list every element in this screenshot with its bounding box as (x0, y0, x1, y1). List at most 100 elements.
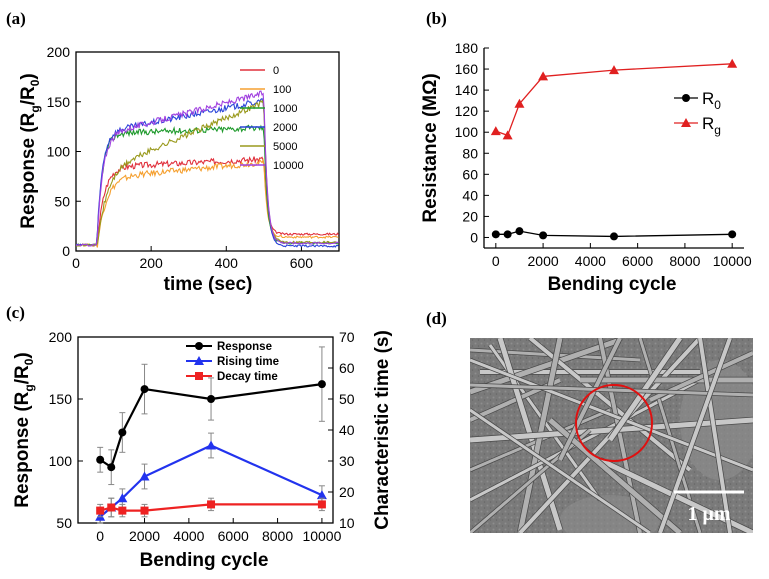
chart-a-x-tick-label: 600 (290, 255, 314, 271)
chart-a-legend-label: 5000 (273, 141, 297, 153)
sem-nanorod (658, 338, 732, 533)
chart-a-series-line-100 (76, 157, 339, 248)
chart-b-legend-label: Rg (702, 114, 721, 137)
chart-c-x-axis-title: Bending cycle (140, 550, 269, 571)
chart-b-x-tick-label: 0 (492, 253, 500, 269)
chart-a-frame (75, 51, 340, 252)
sem-nanorod (470, 428, 591, 533)
chart-b-point-R0 (491, 230, 500, 239)
chart-b-point-R0 (503, 230, 512, 239)
chart-c-y2-tick-label: 30 (339, 453, 355, 469)
chart-c-legend-marker (195, 372, 203, 380)
highlight-circle (575, 384, 653, 462)
chart-c-y2-tick-label: 70 (339, 329, 355, 345)
scale-bar-label: 1 μm (688, 503, 731, 525)
chart-b-point-Rg (538, 71, 549, 81)
chart-c-legend-marker (194, 356, 204, 365)
chart-c-x-tick-label: 0 (96, 528, 104, 544)
chart-b-x-tick-label: 2000 (528, 253, 559, 269)
chart-b-y-tick-label: 80 (462, 145, 478, 161)
chart-b-legend-label: R0 (702, 89, 721, 112)
chart-b-point-Rg (514, 98, 525, 108)
chart-c-point-rising-time (206, 440, 217, 450)
chart-b-point-R0 (539, 231, 548, 240)
chart-a-y-tick-label: 50 (54, 193, 70, 209)
chart-a-x-tick-label: 0 (72, 255, 80, 271)
chart-c-point-decay-time (140, 506, 149, 515)
chart-b-legend-marker (682, 94, 690, 102)
chart-c-point-rising-time (117, 493, 128, 503)
chart-b-y-tick-label: 20 (462, 208, 478, 224)
chart-b-y-tick-label: 100 (455, 124, 479, 140)
chart-c-point-response (96, 455, 105, 464)
chart-a-y-tick-label: 150 (47, 94, 71, 110)
chart-a-legend-label: 0 (273, 65, 279, 77)
chart-c-point-decay-time (317, 500, 326, 509)
chart-b-point-R0 (728, 230, 737, 239)
chart-c-y-tick-label: 150 (49, 391, 73, 407)
chart-b-y-tick-label: 180 (455, 40, 479, 56)
chart-b-point-Rg (490, 126, 501, 136)
chart-c-x-tick-label: 10000 (302, 528, 341, 544)
chart-c: 0 2000 4000 6000 8000 10000 50 100 150 200 10 20 30 4… (12, 329, 393, 571)
chart-a-legend-label: 1000 (273, 103, 297, 115)
sem-nanorod (558, 338, 622, 461)
panel-label-d: (d) (426, 309, 447, 328)
chart-c-point-response (207, 395, 216, 403)
chart-c-legend-label: Response (217, 341, 272, 353)
chart-b-y-tick-label: 160 (455, 61, 479, 77)
chart-a-legend-label: 100 (273, 84, 291, 96)
chart-b-y-tick-label: 40 (462, 187, 478, 203)
chart-a-y-tick-label: 0 (62, 243, 70, 259)
chart-a-series-line-10000 (76, 90, 339, 247)
panel-label-c: (c) (6, 303, 25, 322)
chart-c-legend-marker (195, 342, 203, 350)
chart-b-legend-marker (681, 118, 691, 127)
sem-nanorod (470, 358, 753, 472)
panel-label-a: (a) (6, 9, 26, 28)
chart-b-y-tick-label: 0 (470, 229, 478, 245)
chart-a-x-tick-label: 400 (215, 255, 239, 271)
chart-b-point-Rg (502, 130, 513, 140)
chart-b-x-tick-label: 8000 (669, 253, 700, 269)
chart-c-point-decay-time (96, 506, 105, 515)
sem-image: 1 μm (470, 338, 753, 533)
chart-c-y2-tick-label: 20 (339, 484, 355, 500)
sem-nanorod (470, 408, 651, 533)
chart-b-x-axis-title: Bending cycle (548, 274, 677, 295)
chart-c-point-rising-time (316, 490, 327, 500)
chart-a-x-tick-label: 200 (139, 255, 163, 271)
chart-a-legend-label: 10000 (273, 160, 304, 172)
chart-c-point-response (317, 380, 326, 389)
chart-b-y-tick-label: 60 (462, 166, 478, 182)
chart-b-point-Rg (727, 58, 738, 68)
chart-c-x-tick-label: 6000 (218, 528, 249, 544)
chart-c-point-decay-time (207, 500, 216, 509)
chart-a: 0 200 400 600 0 50 100 150 200 0 100 1000 2000 5000 1… (18, 44, 340, 295)
chart-c-point-decay-time (107, 503, 116, 512)
chart-b-series-line-Rg (495, 63, 733, 137)
chart-c-y-tick-label: 50 (56, 515, 72, 531)
chart-c-y2-axis-title: Characteristic time (s) (372, 330, 393, 530)
sem-nanorod (470, 378, 701, 502)
chart-c-point-decay-time (118, 506, 127, 515)
chart-b-point-R0 (515, 227, 524, 236)
chart-b-y-tick-label: 140 (455, 82, 479, 98)
chart-c-y2-tick-label: 50 (339, 391, 355, 407)
chart-c-x-tick-label: 4000 (173, 528, 204, 544)
chart-c-legend-label: Rising time (217, 356, 279, 368)
chart-c-point-response (107, 463, 116, 472)
chart-c-y2-tick-label: 60 (339, 360, 355, 376)
chart-a-y-axis-title: Response (Rg/R0) (18, 73, 42, 229)
chart-c-y2-tick-label: 10 (339, 515, 355, 531)
chart-b-x-tick-label: 10000 (713, 253, 752, 269)
chart-b-x-tick-label: 6000 (622, 253, 653, 269)
chart-c-point-rising-time (139, 471, 150, 481)
chart-c-point-response (118, 428, 127, 437)
chart-b-y-tick-label: 120 (455, 103, 479, 119)
chart-a-x-axis-title: time (sec) (164, 274, 253, 295)
chart-c-y2-tick-label: 40 (339, 422, 355, 438)
chart-c-legend-label: Decay time (217, 371, 278, 383)
chart-b-x-tick-label: 4000 (575, 253, 606, 269)
